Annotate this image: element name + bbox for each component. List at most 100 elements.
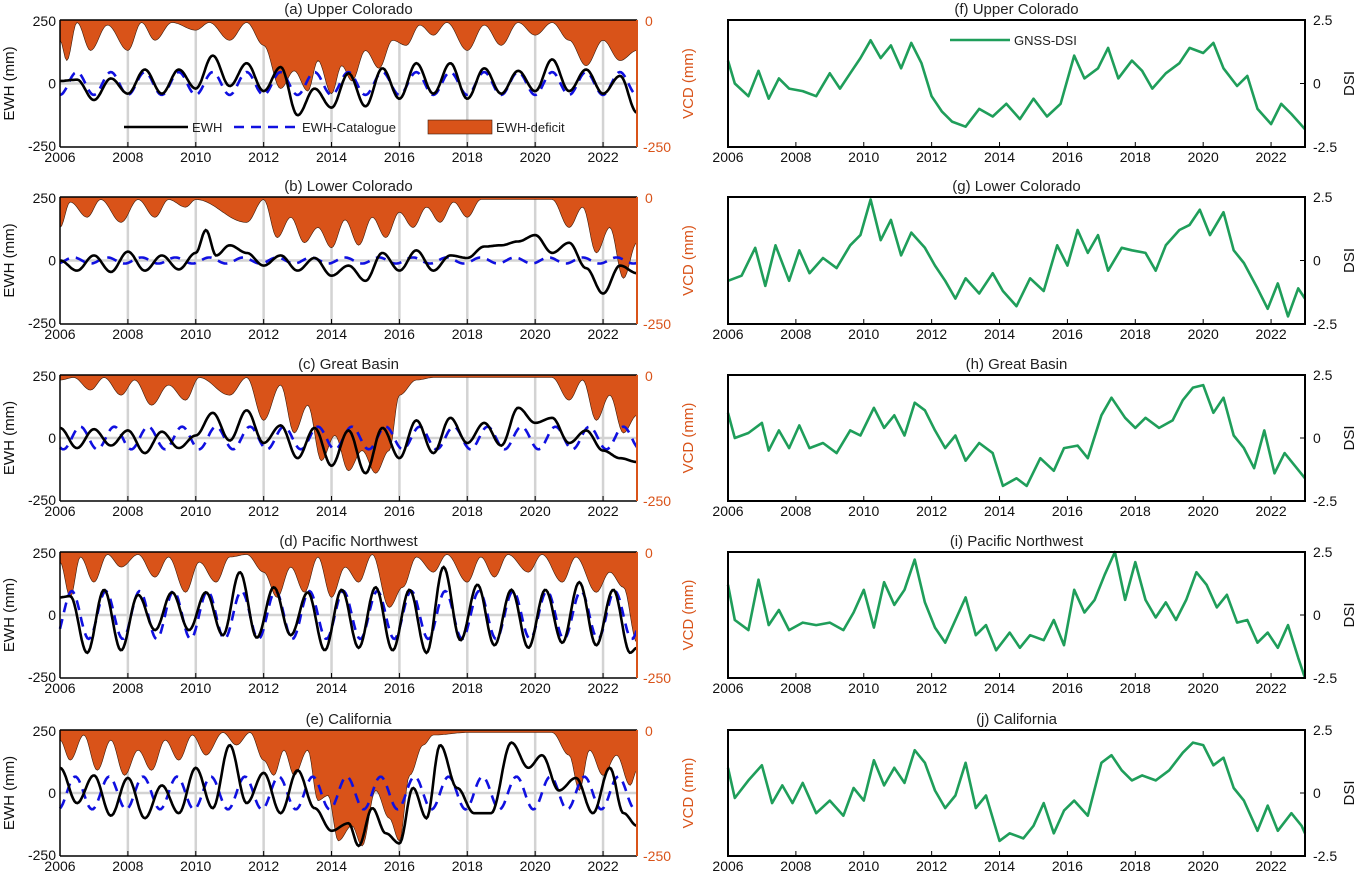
y-tick-label: -250 [28, 492, 56, 508]
y-tick-label: 0 [48, 76, 56, 92]
x-tick-label: 2014 [984, 149, 1015, 165]
catalogue-line [58, 589, 639, 641]
x-tick-label: 2018 [452, 503, 483, 519]
x-tick-label: 2020 [1188, 680, 1219, 696]
x-tick-label: 2018 [1120, 680, 1151, 696]
deficit-area [59, 19, 638, 95]
y-tick-label: 0 [48, 607, 56, 623]
y-right-tick-label: -250 [643, 670, 671, 686]
x-tick-label: 2016 [1052, 858, 1083, 874]
x-tick-label: 2010 [180, 503, 211, 519]
x-tick-label: 2020 [1188, 149, 1219, 165]
x-tick-label: 2016 [1052, 149, 1083, 165]
x-tick-label: 2018 [1120, 858, 1151, 874]
x-tick-label: 2018 [1120, 149, 1151, 165]
y-right-tick-label: -250 [643, 493, 671, 509]
legend-catalogue-label: EWH-Catalogue [302, 120, 396, 135]
legend-deficit-swatch [427, 119, 493, 135]
chart-panel-1: 2006 2008 2010 2012 2014 2016 2018 2020 2022 250 0… [1, 178, 697, 342]
x-tick-label: 2008 [780, 503, 811, 519]
y-tick-label: -2.5 [1313, 670, 1337, 686]
x-tick-label: 2006 [44, 326, 75, 342]
y-tick-label: 2.5 [1313, 544, 1333, 560]
y-axis-label-right: VCD (mm) [680, 48, 697, 119]
x-tick-label: 2008 [780, 858, 811, 874]
y-tick-label: 0 [1313, 430, 1321, 446]
x-tick-label: 2008 [112, 326, 143, 342]
x-tick-label: 2008 [780, 149, 811, 165]
y-right-tick-label: 0 [645, 368, 653, 384]
y-tick-label: 0 [1313, 785, 1321, 801]
x-tick-label: 2018 [452, 149, 483, 165]
y-tick-label: 0 [1313, 607, 1321, 623]
x-tick-label: 2020 [520, 149, 551, 165]
x-tick-label: 2010 [848, 680, 879, 696]
catalogue-line [59, 256, 638, 265]
chart-panel-3: 2006 2008 2010 2012 2014 2016 2018 2020 2022 250 0… [1, 533, 697, 696]
x-tick-label: 2012 [916, 858, 947, 874]
panel-title: (b) Lower Colorado [284, 178, 412, 195]
ewh-line [59, 406, 637, 475]
y-right-tick-label: -250 [643, 848, 671, 864]
y-axis-label-right: VCD (mm) [680, 225, 697, 296]
x-tick-label: 2006 [712, 858, 743, 874]
chart-panel-5: 2006 2008 2010 2012 2014 2016 2018 2020 2022 2.5 0… [712, 1, 1358, 165]
y-axis-label: EWH (mm) [1, 578, 18, 652]
y-tick-label: 250 [33, 190, 57, 206]
x-tick-label: 2018 [1120, 503, 1151, 519]
y-tick-label: -2.5 [1313, 848, 1337, 864]
x-tick-label: 2012 [248, 503, 279, 519]
panel-title: (c) Great Basin [298, 356, 399, 373]
legend-deficit-label: EWH-deficit [496, 120, 565, 135]
y-right-tick-label: 0 [645, 545, 653, 561]
panel-title: (i) Pacific Northwest [950, 533, 1084, 550]
dsi-line [726, 39, 1306, 131]
y-axis-label: DSI [1341, 71, 1358, 96]
chart-panel-8: 2006 2008 2010 2012 2014 2016 2018 2020 2022 2.5 0… [712, 533, 1358, 696]
panel-title: (g) Lower Colorado [952, 178, 1080, 195]
x-tick-label: 2010 [180, 326, 211, 342]
x-tick-label: 2008 [112, 680, 143, 696]
y-tick-label: 0 [1313, 253, 1321, 269]
x-tick-label: 2006 [712, 503, 743, 519]
y-tick-label: -250 [28, 315, 56, 331]
y-tick-label: -2.5 [1313, 139, 1337, 155]
x-tick-label: 2008 [780, 680, 811, 696]
x-tick-label: 2012 [916, 680, 947, 696]
x-tick-label: 2006 [712, 149, 743, 165]
x-tick-label: 2008 [112, 858, 143, 874]
x-tick-label: 2010 [848, 149, 879, 165]
chart-panel-7: 2006 2008 2010 2012 2014 2016 2018 2020 2022 2.5 0… [712, 356, 1358, 519]
x-tick-label: 2012 [248, 680, 279, 696]
deficit-area [59, 196, 638, 279]
catalogue-line [59, 425, 639, 451]
x-tick-label: 2020 [520, 680, 551, 696]
y-tick-label: 2.5 [1313, 367, 1333, 383]
x-tick-label: 2010 [848, 858, 879, 874]
x-tick-label: 2012 [248, 858, 279, 874]
x-tick-label: 2008 [780, 326, 811, 342]
x-tick-label: 2016 [384, 858, 415, 874]
x-tick-label: 2018 [452, 326, 483, 342]
y-tick-label: 250 [33, 545, 57, 561]
chart-panel-4: 2006 2008 2010 2012 2014 2016 2018 2020 2022 250 0… [1, 711, 697, 874]
x-tick-label: 2022 [587, 503, 618, 519]
y-right-tick-label: -250 [643, 139, 671, 155]
y-axis-label: EWH (mm) [1, 46, 18, 120]
x-tick-label: 2020 [1188, 503, 1219, 519]
x-tick-label: 2014 [316, 858, 347, 874]
x-tick-label: 2012 [248, 326, 279, 342]
x-tick-label: 2022 [1255, 503, 1286, 519]
panel-title: (e) California [306, 711, 393, 728]
y-tick-label: 2.5 [1313, 189, 1333, 205]
ewh-line [59, 228, 638, 295]
y-tick-label: -250 [28, 669, 56, 685]
x-tick-label: 2014 [316, 503, 347, 519]
y-axis-label: EWH (mm) [1, 756, 18, 830]
x-tick-label: 2018 [452, 858, 483, 874]
x-tick-label: 2018 [1120, 326, 1151, 342]
y-tick-label: 0 [1313, 76, 1321, 92]
y-axis-label: EWH (mm) [1, 223, 18, 297]
y-axis-label-right: VCD (mm) [680, 758, 697, 829]
